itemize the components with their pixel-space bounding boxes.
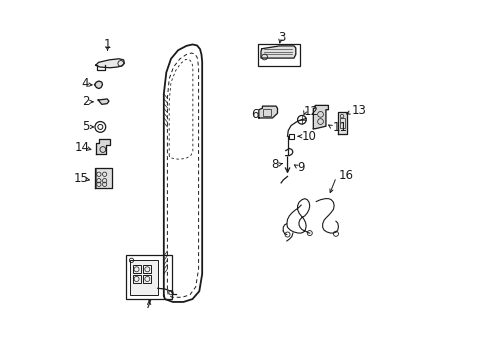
Bar [258, 44, 300, 66]
Polygon shape [258, 106, 277, 118]
Text: 6: 6 [250, 108, 258, 121]
Polygon shape [261, 46, 295, 58]
Polygon shape [94, 81, 102, 89]
Text: 1: 1 [103, 38, 111, 51]
Text: 16: 16 [338, 169, 353, 182]
Text: 2: 2 [82, 95, 90, 108]
Text: 10: 10 [301, 130, 316, 143]
Text: 7: 7 [145, 298, 153, 311]
Polygon shape [96, 59, 124, 68]
Bar [126, 255, 172, 299]
Bar [289, 134, 294, 139]
Polygon shape [313, 105, 328, 129]
Bar [339, 118, 344, 128]
Text: 14: 14 [75, 141, 90, 154]
Text: 3: 3 [278, 31, 285, 44]
Text: 4: 4 [81, 77, 88, 90]
Text: 8: 8 [271, 158, 278, 171]
Text: 15: 15 [73, 172, 88, 185]
Bar [143, 275, 151, 283]
Polygon shape [96, 139, 110, 154]
Text: 13: 13 [351, 104, 366, 117]
Bar [132, 275, 140, 283]
Polygon shape [337, 112, 346, 134]
Text: 5: 5 [82, 121, 89, 134]
Bar [263, 109, 270, 116]
Bar [143, 265, 151, 273]
Bar [132, 265, 140, 273]
Polygon shape [94, 168, 112, 188]
Text: 9: 9 [297, 161, 305, 174]
Bar [129, 260, 158, 296]
Text: 11: 11 [332, 121, 346, 134]
Text: 12: 12 [303, 105, 318, 118]
Polygon shape [98, 99, 109, 104]
